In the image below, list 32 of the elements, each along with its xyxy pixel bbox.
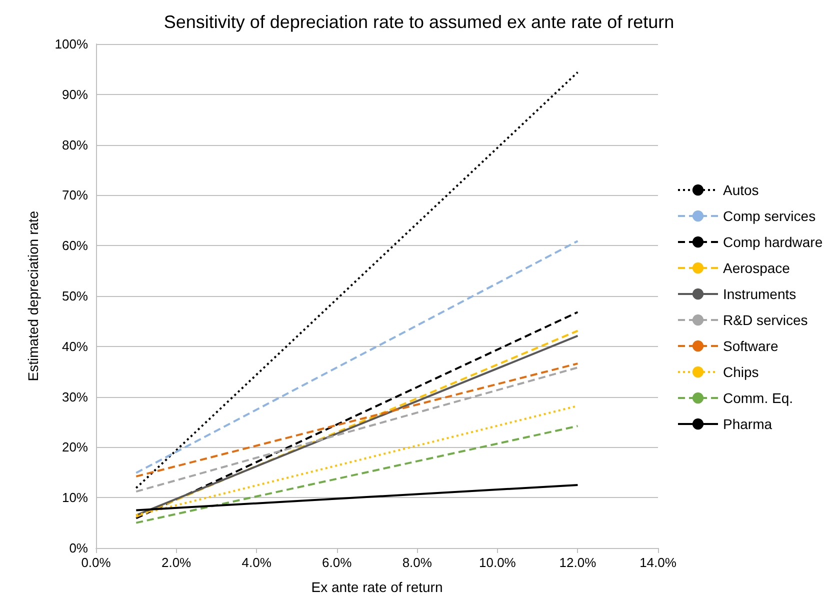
x-tick-label: 8.0%	[402, 555, 432, 570]
y-tick-label: 10%	[62, 490, 88, 506]
legend-label: Comp services	[723, 208, 816, 224]
y-axis-title: Estimated depreciation rate	[25, 210, 41, 382]
y-tick-label: 0%	[69, 540, 88, 556]
legend-label: Comp hardware	[723, 234, 823, 250]
x-axis-title: Ex ante rate of return	[311, 579, 443, 595]
y-tick-label: 60%	[62, 238, 88, 254]
x-tick-label: 2.0%	[161, 555, 192, 570]
y-tick-label: 90%	[62, 86, 88, 102]
legend-label: Autos	[723, 182, 759, 198]
y-tick-label: 80%	[62, 137, 88, 152]
y-tick-label: 100%	[54, 36, 88, 52]
legend-label: Software	[723, 338, 778, 354]
legend-label: Chips	[723, 364, 759, 380]
y-tick-label: 30%	[62, 389, 88, 404]
x-tick-label: 10.0%	[478, 555, 516, 570]
legend-label: R&D services	[723, 312, 808, 328]
legend-label: Comm. Eq.	[723, 390, 794, 406]
legend-label: Instruments	[723, 286, 796, 302]
y-tick-label: 50%	[62, 288, 88, 304]
y-tick-label: 20%	[62, 440, 88, 455]
legend-label: Aerospace	[723, 260, 790, 276]
y-tick-label: 40%	[62, 338, 88, 354]
chart-title: Sensitivity of depreciation rate to assumed ex ante rate of return	[164, 12, 674, 32]
x-tick-label: 12.0%	[559, 555, 597, 570]
x-tick-label: 0.0%	[81, 555, 112, 570]
legend-label: Pharma	[723, 416, 772, 432]
x-tick-label: 4.0%	[242, 555, 272, 570]
x-tick-label: 6.0%	[322, 555, 352, 570]
x-tick-label: 14.0%	[640, 555, 677, 570]
y-tick-label: 70%	[62, 188, 88, 203]
